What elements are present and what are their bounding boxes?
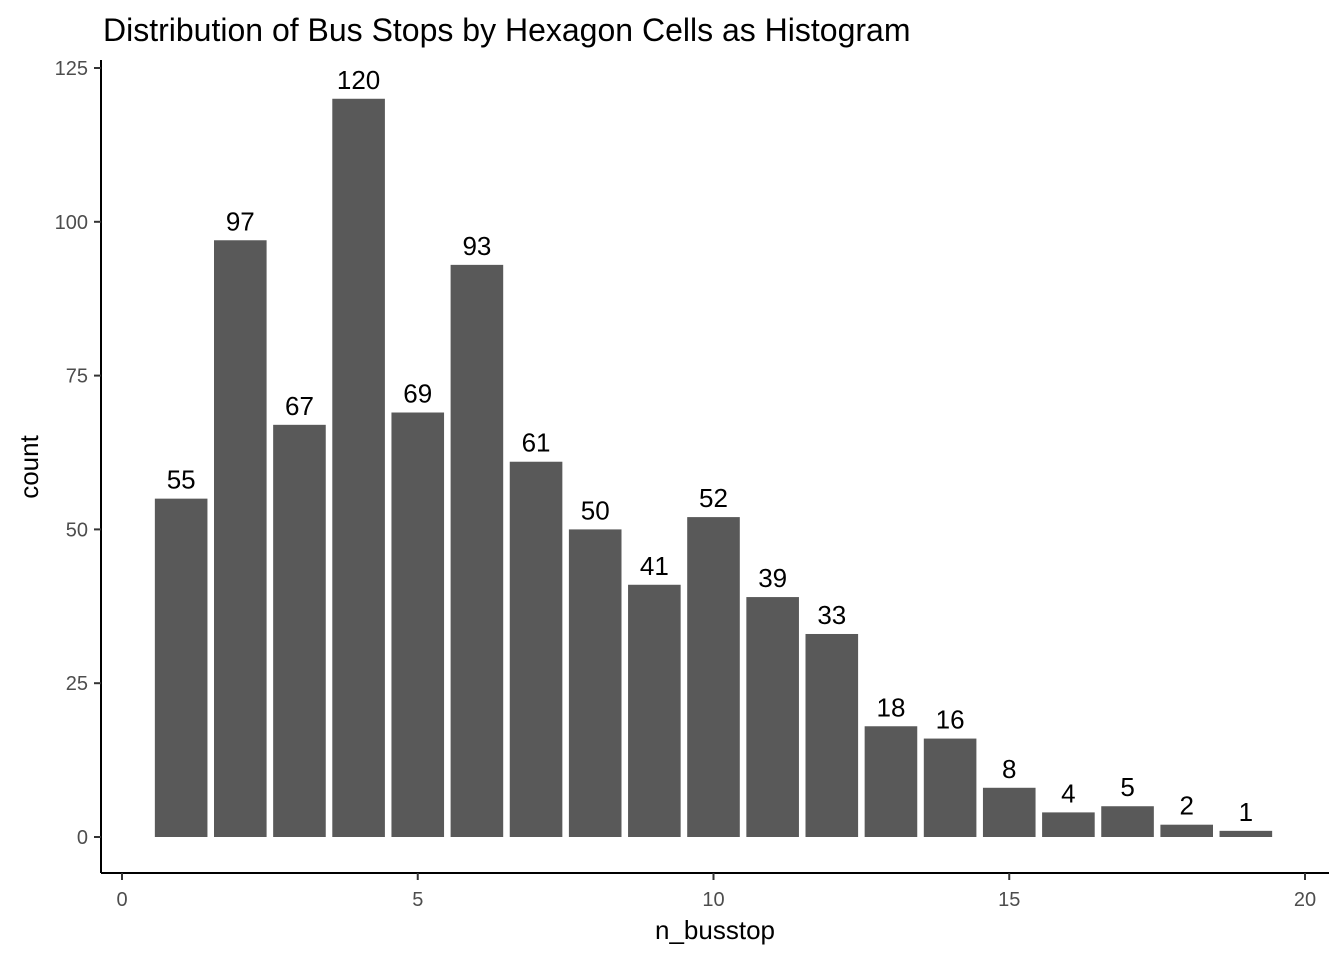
x-tick-label: 0 bbox=[116, 889, 127, 911]
y-tick-label: 0 bbox=[77, 827, 88, 849]
bar bbox=[332, 98, 385, 837]
data-label: 97 bbox=[226, 206, 255, 236]
y-tick-label: 75 bbox=[66, 366, 88, 388]
bar bbox=[214, 240, 267, 837]
y-axis-title: count bbox=[14, 434, 44, 498]
data-label: 67 bbox=[285, 391, 314, 421]
y-tick-label: 125 bbox=[55, 58, 88, 80]
x-axis-ticks: 0 5 10 15 20 bbox=[116, 873, 1316, 911]
data-label: 2 bbox=[1179, 791, 1193, 821]
bar bbox=[450, 264, 504, 837]
data-label: 1 bbox=[1239, 797, 1253, 827]
data-label: 33 bbox=[817, 600, 846, 630]
x-tick-label: 15 bbox=[998, 889, 1020, 911]
x-tick-label: 5 bbox=[412, 889, 423, 911]
data-label: 61 bbox=[522, 428, 551, 458]
y-tick-label: 100 bbox=[55, 212, 88, 234]
y-axis-ticks: 0 25 50 75 100 125 bbox=[55, 58, 101, 849]
data-label: 16 bbox=[936, 705, 965, 735]
data-label: 93 bbox=[462, 231, 491, 261]
data-label: 5 bbox=[1120, 772, 1134, 802]
bar bbox=[509, 461, 563, 837]
y-tick-label: 25 bbox=[66, 673, 88, 695]
bar bbox=[746, 597, 799, 837]
data-label: 120 bbox=[337, 65, 380, 95]
x-tick-label: 10 bbox=[702, 889, 724, 911]
data-label: 55 bbox=[167, 465, 196, 495]
bar bbox=[1101, 806, 1154, 837]
bars-layer bbox=[154, 98, 1273, 837]
x-axis-title: n_busstop bbox=[655, 915, 775, 945]
bar bbox=[864, 726, 918, 837]
bar bbox=[687, 517, 740, 837]
bar bbox=[391, 412, 445, 837]
data-label: 39 bbox=[758, 563, 787, 593]
data-label: 52 bbox=[699, 483, 728, 513]
bar bbox=[628, 584, 681, 837]
bar bbox=[1042, 812, 1095, 837]
y-tick-label: 50 bbox=[66, 519, 88, 541]
bar bbox=[923, 738, 977, 837]
data-label: 69 bbox=[403, 379, 432, 409]
chart-title: Distribution of Bus Stops by Hexagon Cel… bbox=[103, 12, 910, 48]
bar bbox=[568, 529, 622, 837]
bar bbox=[1219, 830, 1273, 837]
bar bbox=[982, 787, 1036, 837]
data-label: 50 bbox=[581, 495, 610, 525]
data-label: 4 bbox=[1061, 778, 1075, 808]
bar bbox=[1160, 824, 1213, 837]
bar bbox=[805, 633, 859, 837]
bar bbox=[154, 498, 208, 837]
data-label: 18 bbox=[876, 692, 905, 722]
data-label: 8 bbox=[1002, 754, 1016, 784]
x-tick-label: 20 bbox=[1294, 889, 1316, 911]
data-label: 41 bbox=[640, 551, 669, 581]
bar bbox=[273, 424, 326, 837]
